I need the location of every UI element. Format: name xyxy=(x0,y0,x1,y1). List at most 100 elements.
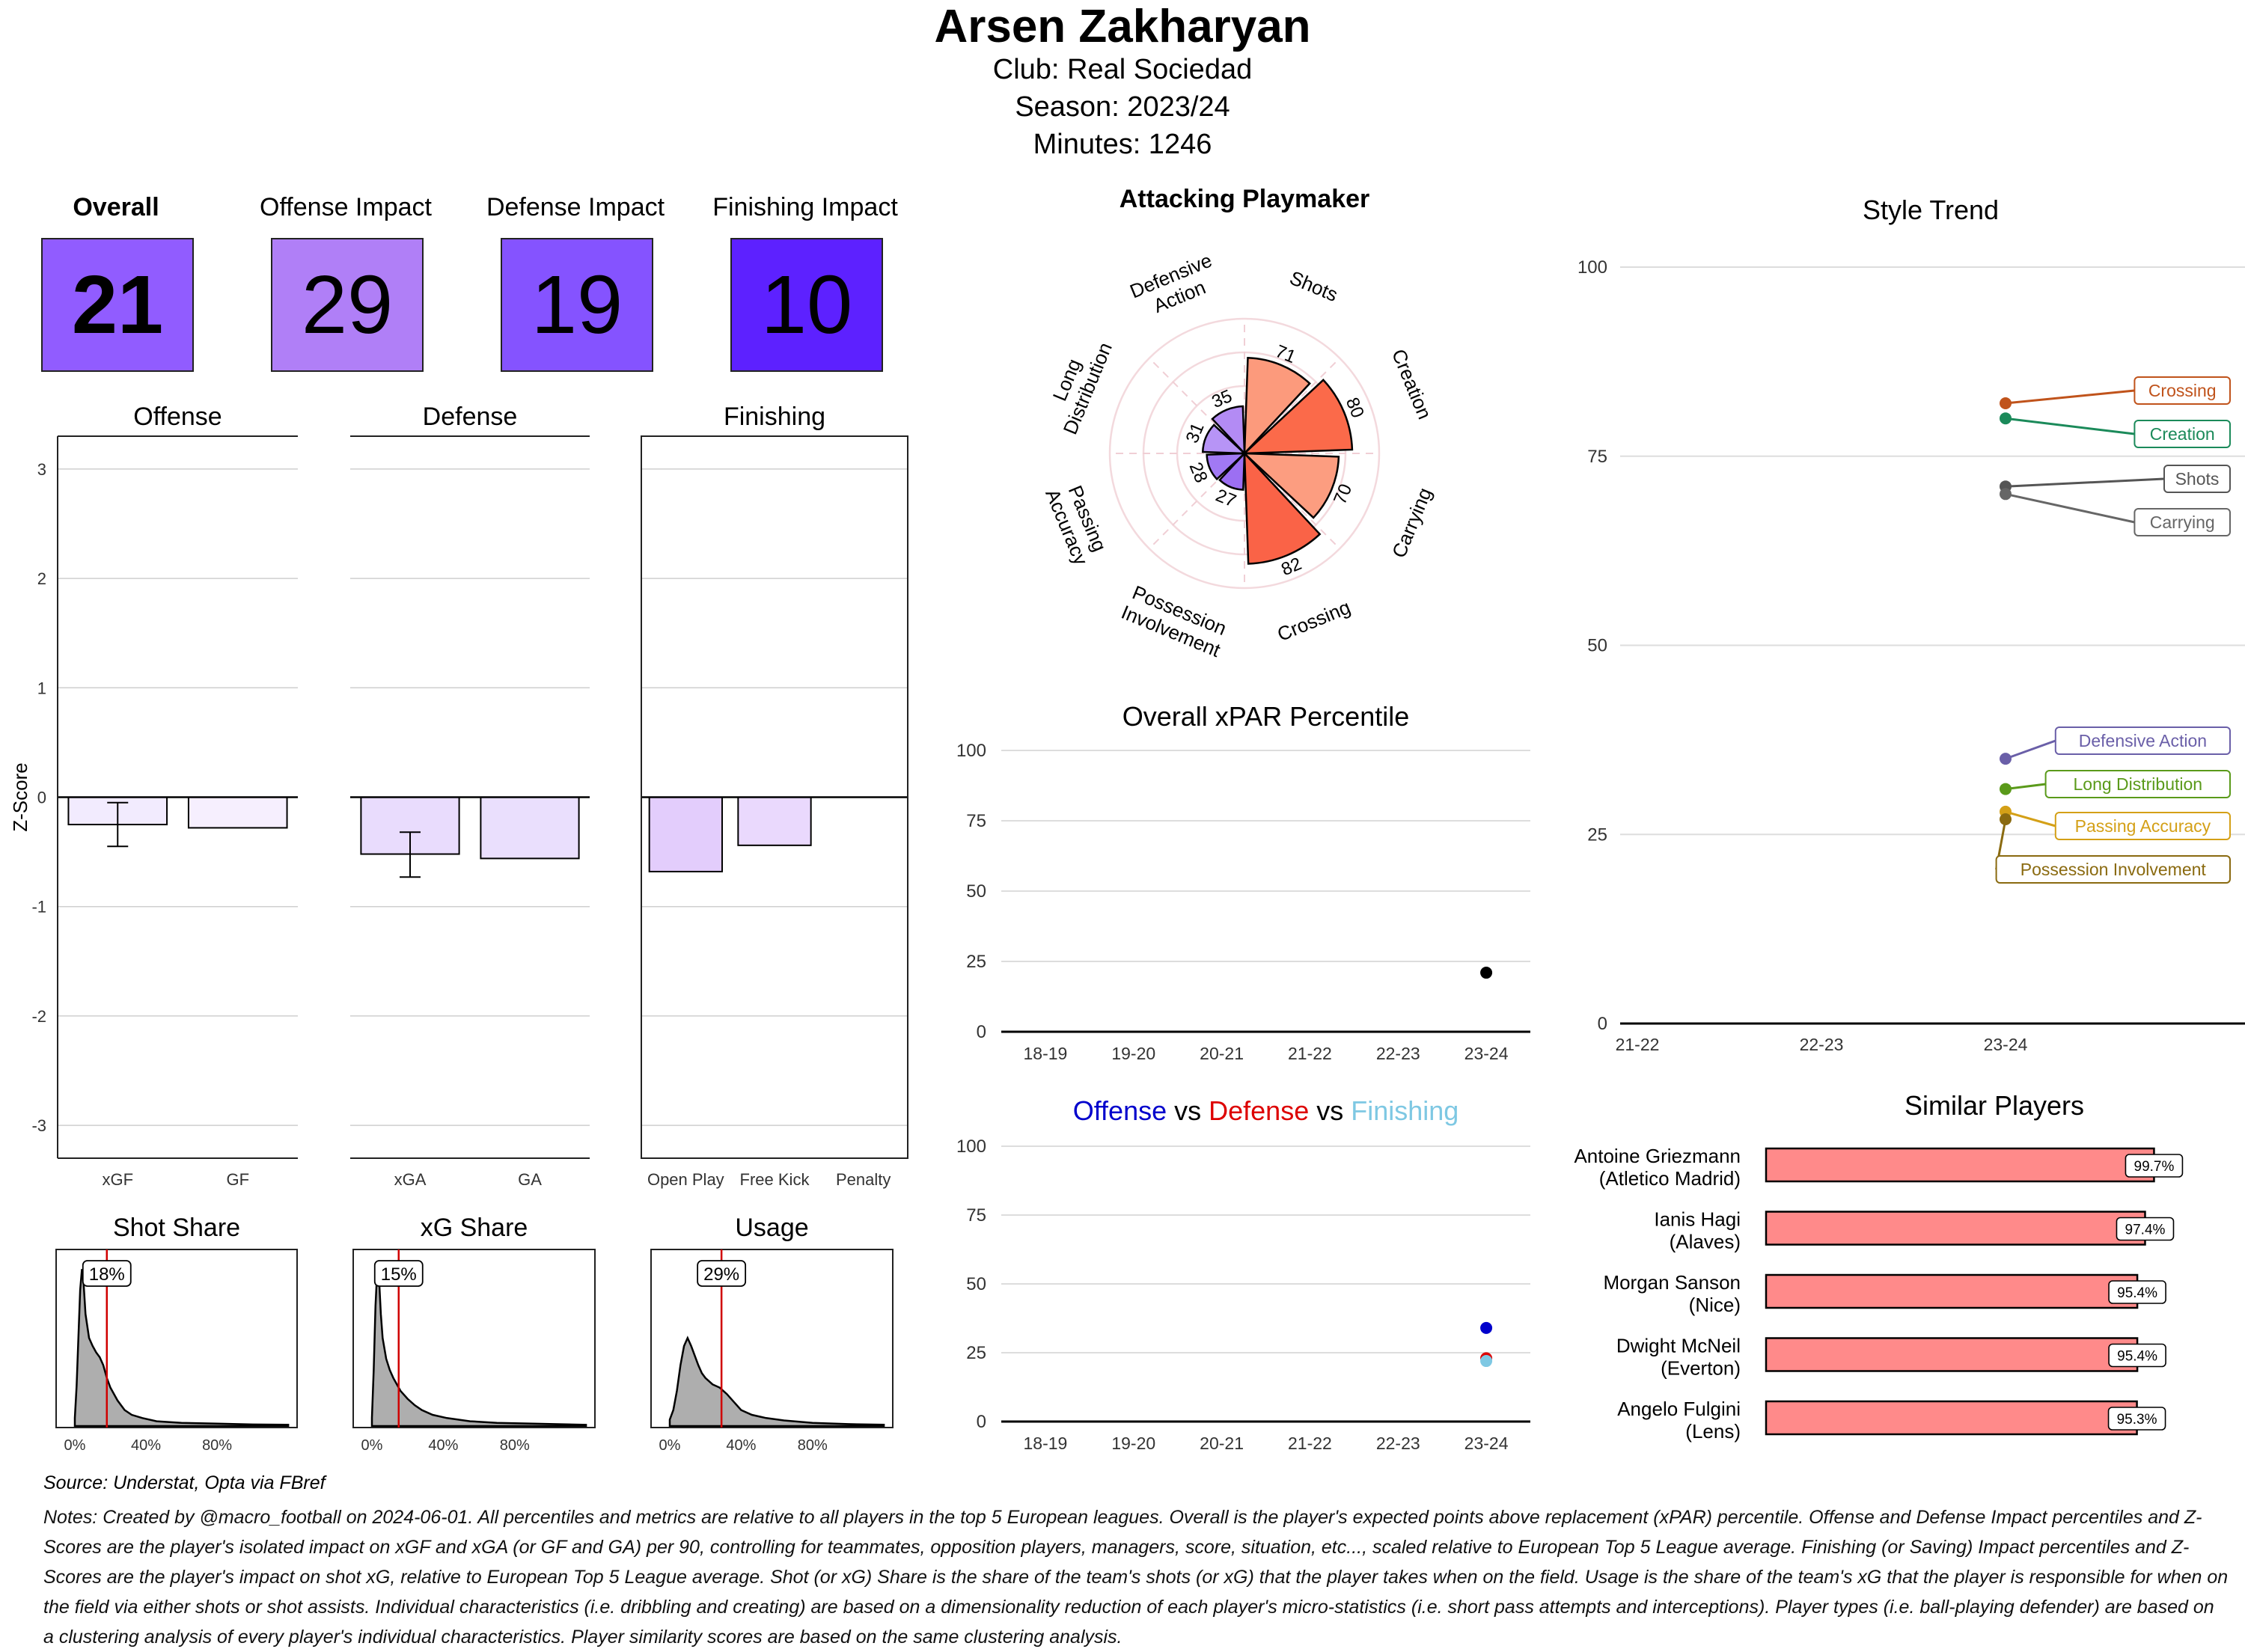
zscore-panel-title: Finishing xyxy=(724,403,825,431)
similar-player-name: Morgan Sanson xyxy=(1603,1271,1741,1294)
share-tick-label: 40% xyxy=(428,1437,458,1454)
season-tick-label: 19-20 xyxy=(1111,1044,1155,1063)
style-point xyxy=(2000,397,2012,409)
radar-slice xyxy=(1206,452,1247,481)
card-title: Finishing Impact xyxy=(712,193,898,221)
season-tick-label: 20-21 xyxy=(1200,1434,1244,1453)
style-season-label: 23-24 xyxy=(1984,1035,2028,1054)
season-tick-label: 21-22 xyxy=(1288,1434,1332,1453)
similar-player-score: 97.4% xyxy=(2125,1223,2166,1238)
share-tick-label: 40% xyxy=(726,1437,756,1454)
style-tick-label: 0 xyxy=(1598,1014,1607,1034)
similar-player-club: (Alaves) xyxy=(1670,1231,1741,1253)
radar-slice xyxy=(1211,405,1246,456)
zscore-category-label: Free Kick xyxy=(740,1170,810,1189)
card-value: 19 xyxy=(501,238,653,372)
share-tick-label: 80% xyxy=(500,1437,530,1454)
season-tick-label: 21-22 xyxy=(1288,1044,1332,1063)
percentile-tick-label: 25 xyxy=(966,1343,986,1363)
percentile-tick-label: 100 xyxy=(956,741,986,761)
zscore-tick-label: -3 xyxy=(31,1116,46,1135)
similar-player-name: Ianis Hagi xyxy=(1654,1208,1741,1231)
similar-player-name: Dwight McNeil xyxy=(1616,1335,1741,1357)
zscore-category-label: Penalty xyxy=(836,1170,891,1189)
similar-player-score: 95.3% xyxy=(2117,1412,2157,1428)
style-point xyxy=(2000,753,2012,765)
style-tick-label: 50 xyxy=(1587,636,1607,656)
percentile-tick-label: 75 xyxy=(966,1205,986,1226)
minutes-line: Minutes: 1246 xyxy=(1033,129,1212,160)
radar-slice xyxy=(1243,450,1322,565)
radar-axis-label: Crossing xyxy=(1274,596,1353,646)
xpar-point xyxy=(1480,967,1493,979)
similar-player-club: (Everton) xyxy=(1661,1357,1741,1380)
percentile-tick-label: 75 xyxy=(966,811,986,831)
season-tick-label: 23-24 xyxy=(1464,1044,1509,1063)
radar-title: Attacking Playmaker xyxy=(1120,185,1370,213)
share-panels: Shot Share 18% 0% 40% 80% xG Share 15% 0% 40% 80%… xyxy=(55,1214,894,1454)
odf-title: Offense vs Defense vs Finishing xyxy=(1073,1095,1459,1126)
zscore-tick-label: -2 xyxy=(31,1007,46,1026)
style-point xyxy=(2000,488,2012,501)
season-tick-label: 22-23 xyxy=(1376,1434,1420,1453)
zscore-category-label: GF xyxy=(226,1170,249,1189)
odf-point xyxy=(1480,1355,1493,1368)
similar-players-title: Similar Players xyxy=(1905,1090,2084,1121)
zscore-ylabel: Z-Score xyxy=(9,762,31,831)
share-density xyxy=(73,1269,290,1428)
xpar-title: Overall xPAR Percentile xyxy=(1122,701,1409,732)
style-tick-label: 75 xyxy=(1587,447,1607,467)
radar-axis-label: PassingAccuracy xyxy=(1041,477,1113,569)
season-tick-label: 19-20 xyxy=(1111,1434,1155,1453)
percentile-tick-label: 0 xyxy=(977,1022,986,1042)
zscore-panel-title: Defense xyxy=(423,403,518,431)
radar-slice xyxy=(1201,423,1247,455)
similar-player-club: (Atletico Madrid) xyxy=(1599,1167,1741,1190)
similar-player-bar xyxy=(1765,1400,2138,1436)
similar-player-bar xyxy=(1765,1211,2146,1246)
percentile-charts: Overall xPAR Percentile 0 25 50 75 100 18-19 19… xyxy=(956,701,1530,1453)
zscore-panel-title: Offense xyxy=(133,403,222,431)
similar-player-score: 95.4% xyxy=(2117,1285,2157,1301)
percentile-tick-label: 50 xyxy=(966,881,986,902)
style-series-label: Passing Accuracy xyxy=(2075,816,2211,836)
card-title: Offense Impact xyxy=(260,193,432,221)
method-notes: Notes: Created by @macro_football on 202… xyxy=(43,1507,2229,1648)
style-series-label: Defensive Action xyxy=(2079,731,2207,750)
zscore-tick-label: 2 xyxy=(37,569,46,588)
radar-axis-label: DefensiveAction xyxy=(1126,249,1224,324)
style-series-label: Shots xyxy=(2175,469,2220,489)
radar-slice xyxy=(1243,356,1311,456)
zscore-bar xyxy=(648,796,723,872)
radar-slice xyxy=(1241,379,1354,455)
similar-player-score: 95.4% xyxy=(2117,1349,2157,1365)
share-title: Shot Share xyxy=(113,1214,240,1242)
style-tick-label: 25 xyxy=(1587,825,1607,845)
style-point xyxy=(2000,783,2012,795)
similar-player-name: Antoine Griezmann xyxy=(1574,1145,1741,1167)
zscore-category-label: xGF xyxy=(102,1170,133,1189)
radar-axis-label: Shots xyxy=(1286,266,1341,306)
similar-player-club: (Lens) xyxy=(1685,1420,1741,1443)
card-title: Defense Impact xyxy=(486,193,665,221)
season-tick-label: 18-19 xyxy=(1024,1044,1068,1063)
share-value-label: 15% xyxy=(381,1264,417,1285)
percentile-tick-label: 0 xyxy=(977,1412,986,1432)
zscore-tick-label: 0 xyxy=(37,789,46,807)
similar-player-score: 99.7% xyxy=(2134,1159,2175,1175)
style-tick-label: 100 xyxy=(1577,257,1607,278)
share-density xyxy=(370,1269,587,1428)
similar-player-name: Angelo Fulgini xyxy=(1617,1398,1741,1420)
share-tick-label: 0% xyxy=(64,1437,86,1454)
share-tick-label: 80% xyxy=(798,1437,828,1454)
percentile-tick-label: 25 xyxy=(966,952,986,972)
share-title: Usage xyxy=(735,1214,808,1242)
radar-axis-label: LongDistribution xyxy=(1038,331,1117,438)
share-tick-label: 0% xyxy=(361,1437,383,1454)
player-name: Arsen Zakharyan xyxy=(934,1,1311,52)
percentile-tick-label: 100 xyxy=(956,1136,986,1157)
card-title: Overall xyxy=(73,193,159,221)
zscore-tick-label: -1 xyxy=(31,898,46,917)
zscore-tick-label: 3 xyxy=(37,460,46,479)
style-series-label: Crossing xyxy=(2148,381,2217,400)
